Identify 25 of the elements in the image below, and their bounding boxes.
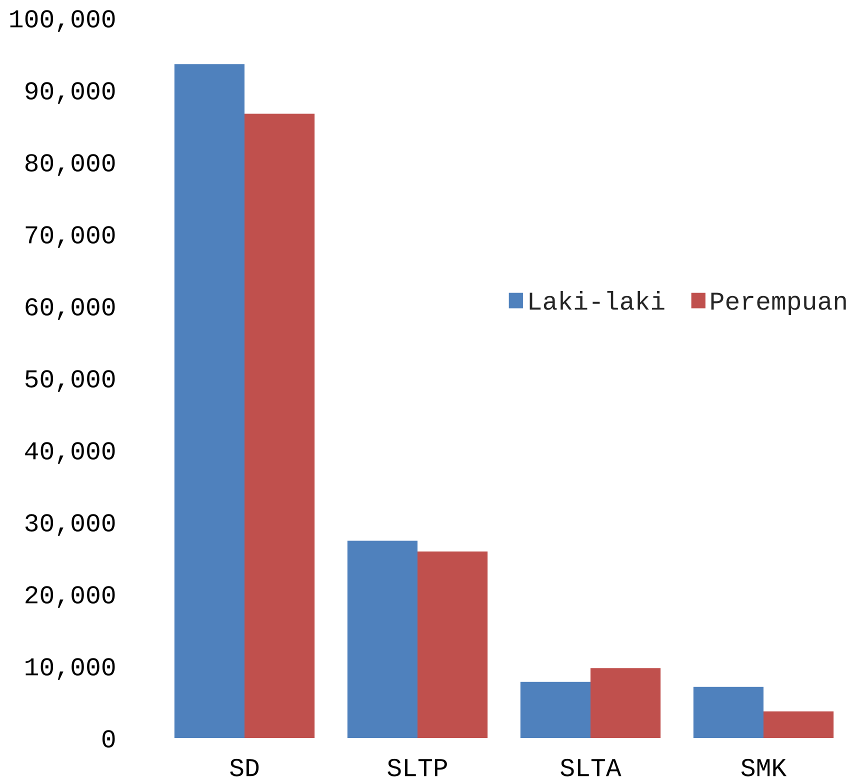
y-tick-label: 0 [102, 730, 115, 748]
y-tick-label: 20,000 [26, 586, 115, 608]
bar [693, 686, 764, 738]
x-tick-label: SLTP [388, 758, 447, 776]
x-tick-label: SLTA [560, 758, 622, 776]
x-tick-label: SD [230, 758, 259, 776]
y-tick-label: 40,000 [25, 442, 115, 464]
y-tick-label: 60,000 [26, 298, 115, 320]
y-tick-label: 50,000 [25, 370, 115, 392]
y-tick-label: 80,000 [25, 154, 115, 176]
y-tick-label: 90,000 [26, 82, 115, 104]
legend-label: Perempuan [711, 292, 846, 315]
y-tick-label: 10,000 [26, 658, 115, 680]
x-tick-label: SMK [741, 758, 787, 776]
legend-label: Laki-laki [530, 291, 664, 310]
y-tick-label: 100,000 [10, 10, 115, 32]
bar [347, 540, 418, 738]
y-tick-label: 30,000 [25, 514, 115, 536]
bar [520, 682, 590, 738]
bar [174, 64, 244, 738]
bar [764, 711, 834, 738]
y-tick-label: 70,000 [26, 226, 115, 248]
bar [590, 668, 661, 738]
bar [418, 552, 488, 738]
bar [244, 114, 315, 738]
